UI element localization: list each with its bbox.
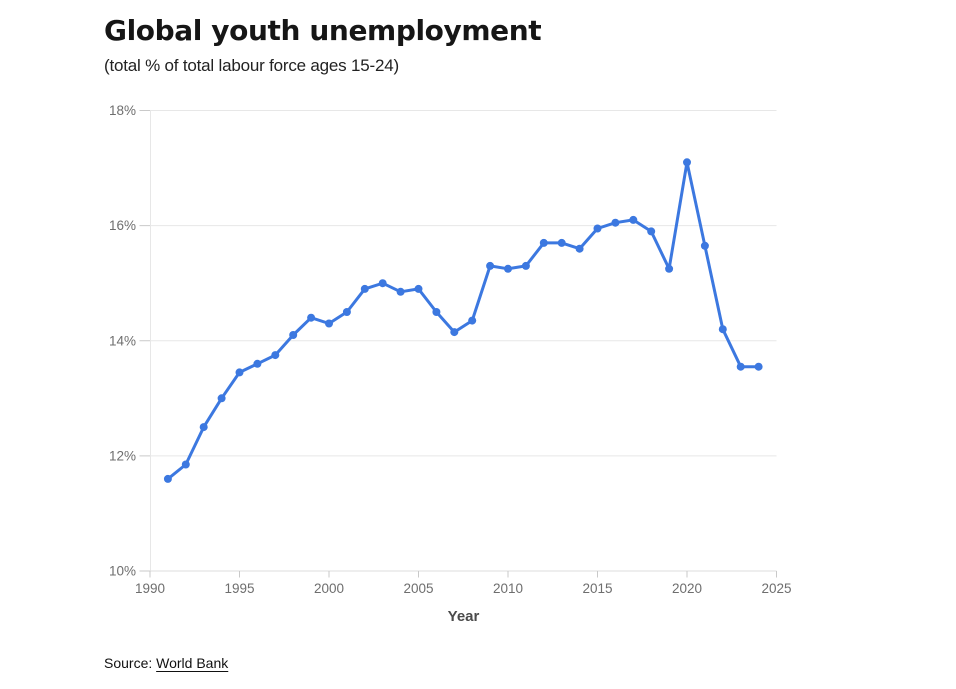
data-point-1993[interactable] bbox=[199, 423, 208, 432]
source-prefix: Source: bbox=[104, 655, 157, 671]
series-line bbox=[166, 160, 761, 481]
data-point-2024[interactable] bbox=[754, 362, 763, 371]
y-tick-label-16: 16% bbox=[109, 218, 136, 233]
data-point-2022[interactable] bbox=[718, 325, 727, 334]
x-tick-label-2000: 2000 bbox=[314, 581, 344, 596]
data-point-1996[interactable] bbox=[253, 359, 262, 368]
page-subtitle: (total % of total labour force ages 15-2… bbox=[104, 56, 399, 75]
x-tick-label-2025: 2025 bbox=[761, 581, 791, 596]
data-point-2003[interactable] bbox=[378, 279, 387, 288]
data-point-2001[interactable] bbox=[342, 308, 351, 316]
x-tick-label-1995: 1995 bbox=[224, 581, 254, 596]
data-point-2016[interactable] bbox=[611, 218, 620, 227]
data-point-1997[interactable] bbox=[271, 351, 280, 360]
y-tick-label-18: 18% bbox=[109, 103, 136, 118]
y-tick-label-14: 14% bbox=[109, 333, 136, 348]
data-point-2011[interactable] bbox=[521, 261, 530, 270]
data-point-2020[interactable] bbox=[683, 158, 691, 167]
x-tick-label-2020: 2020 bbox=[672, 581, 702, 596]
data-point-2017[interactable] bbox=[629, 215, 638, 224]
data-point-1999[interactable] bbox=[307, 313, 316, 322]
data-point-2006[interactable] bbox=[432, 308, 441, 316]
x-axis-title: Year bbox=[447, 608, 480, 625]
data-point-2013[interactable] bbox=[557, 238, 566, 247]
data-point-1992[interactable] bbox=[181, 460, 190, 469]
data-point-2019[interactable] bbox=[665, 264, 674, 273]
data-point-2015[interactable] bbox=[593, 224, 602, 233]
data-point-1995[interactable] bbox=[235, 368, 244, 377]
data-point-2012[interactable] bbox=[539, 238, 548, 247]
page-title: Global youth unemployment bbox=[104, 14, 542, 47]
data-point-2000[interactable] bbox=[325, 319, 333, 328]
data-point-2002[interactable] bbox=[360, 284, 369, 293]
data-point-2021[interactable] bbox=[700, 241, 709, 250]
data-point-2014[interactable] bbox=[575, 244, 584, 253]
x-tick-label-2015: 2015 bbox=[582, 581, 612, 596]
data-point-2005[interactable] bbox=[414, 284, 423, 293]
data-point-1991[interactable] bbox=[163, 474, 172, 483]
source-link[interactable]: World Bank bbox=[156, 655, 229, 671]
y-tick-label-10: 10% bbox=[109, 564, 136, 579]
data-point-1998[interactable] bbox=[289, 331, 298, 339]
data-point-2007[interactable] bbox=[450, 328, 459, 337]
data-point-2018[interactable] bbox=[647, 227, 656, 236]
data-point-2008[interactable] bbox=[468, 316, 477, 325]
x-tick-label-2010: 2010 bbox=[493, 581, 523, 596]
x-tick-label-2005: 2005 bbox=[403, 581, 433, 596]
data-point-2010[interactable] bbox=[504, 264, 512, 273]
x-tick-label-1990: 1990 bbox=[135, 581, 165, 596]
data-point-1994[interactable] bbox=[217, 394, 226, 403]
source-line: Source: World Bank bbox=[104, 655, 228, 671]
y-tick-label-12: 12% bbox=[109, 448, 136, 463]
data-point-2023[interactable] bbox=[736, 362, 745, 371]
data-point-2004[interactable] bbox=[396, 287, 405, 296]
data-point-2009[interactable] bbox=[486, 261, 495, 270]
